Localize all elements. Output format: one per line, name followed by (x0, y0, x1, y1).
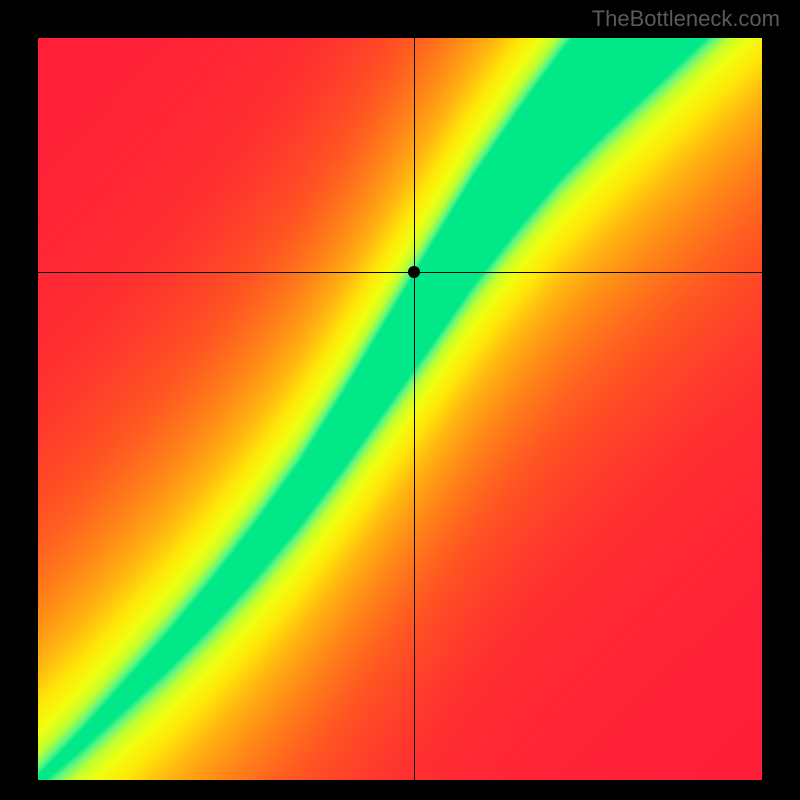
crosshair-dot (408, 266, 420, 278)
crosshair-horizontal (38, 272, 762, 273)
bottleneck-heatmap (38, 38, 762, 780)
plot-area (38, 38, 762, 780)
watermark: TheBottleneck.com (592, 6, 780, 32)
crosshair-vertical (414, 38, 415, 780)
